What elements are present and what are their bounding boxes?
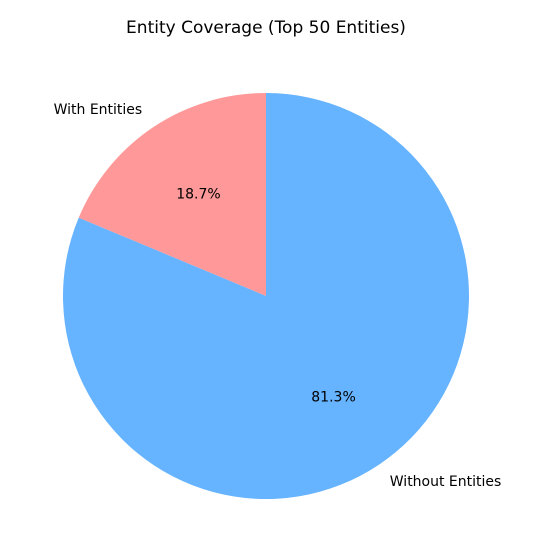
pie-labels: 18.7% With Entities 81.3% Without Entities — [54, 102, 502, 490]
pie-category-label: With Entities — [54, 102, 143, 118]
pie-slices — [63, 93, 469, 499]
pie-category-label: Without Entities — [390, 474, 502, 490]
chart-title: Entity Coverage (Top 50 Entities) — [126, 18, 406, 38]
pie-slice-with-entities — [78, 93, 266, 296]
pie-slice-without-entities — [63, 93, 469, 499]
pie-percent-label: 18.7% — [176, 187, 220, 203]
pie-percent-label: 81.3% — [311, 389, 355, 405]
